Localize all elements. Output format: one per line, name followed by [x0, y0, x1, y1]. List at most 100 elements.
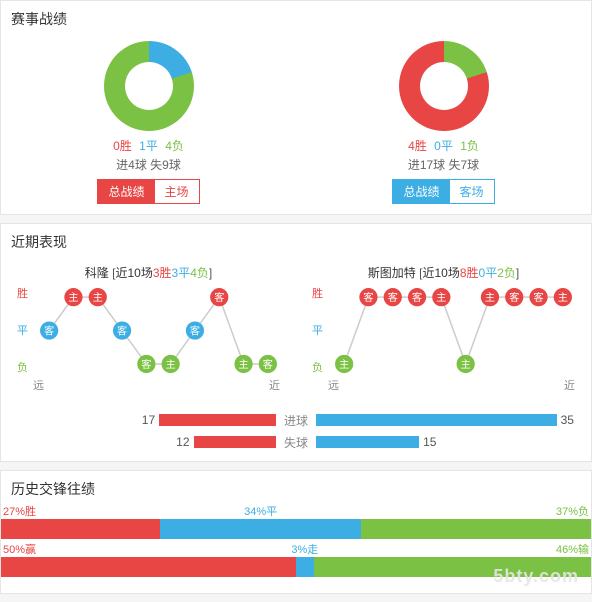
l-text: 4负: [190, 266, 209, 280]
match-results-panel: 赛事战绩 0胜 1平 4负 进4球 失9球 总战绩 主场 4胜 0平 1负 进1…: [0, 0, 592, 215]
goals-text: 进17球 失7球: [306, 156, 581, 173]
right-team-block: 4胜 0平 1负 进17球 失7球 总战绩 客场: [296, 37, 591, 214]
svg-text:主: 主: [93, 292, 103, 304]
goal-val-left: 12: [176, 435, 189, 449]
svg-text:主: 主: [238, 359, 248, 371]
recent-right: 斯图加特 [近10场8胜0平2负] 胜 平 负 主客客客主主主客客主 远 近: [296, 260, 591, 403]
goal-row: 17 进球 35: [1, 411, 591, 429]
goal-row: 12 失球 15: [1, 433, 591, 451]
draws-text: 1平: [139, 139, 158, 153]
tab-row-left: 总战绩 主场: [97, 179, 199, 204]
svg-text:客: 客: [141, 358, 151, 371]
donut-chart-left: [104, 41, 194, 131]
svg-text:客: 客: [509, 291, 519, 304]
d-text: 3平: [172, 266, 191, 280]
team-name: 斯图加特: [368, 266, 416, 280]
form-chart-left: 胜 平 负 客主主客客主客客主客: [17, 285, 280, 375]
h2h-bar-row: [1, 557, 591, 577]
goal-bar-right: [316, 436, 419, 448]
goal-label: 进球: [276, 412, 316, 429]
recent-summary: 科隆 [近10场3胜3平4负]: [11, 264, 286, 281]
tab-home[interactable]: 主场: [155, 180, 199, 203]
wins-text: 4胜: [408, 139, 427, 153]
x-axis-labels: 远 近: [33, 377, 280, 393]
h2h-segment: [160, 519, 361, 539]
h2h-segment: [1, 557, 296, 577]
h2h-label-mid: 3%走: [291, 541, 318, 557]
svg-text:主: 主: [558, 292, 568, 304]
svg-text:主: 主: [339, 359, 349, 371]
svg-text:主: 主: [485, 292, 495, 304]
wdl-line: 0胜 1平 4负: [11, 137, 286, 154]
h2h-bars: 27%胜 34%平 37%负 50%赢 3%走 46%输: [1, 503, 591, 593]
svg-text:客: 客: [363, 291, 373, 304]
goal-val-left: 17: [142, 413, 155, 427]
h2h-label-right: 37%负: [556, 503, 589, 519]
h2h-bar-row: [1, 519, 591, 539]
panel-title: 近期表现: [1, 224, 591, 260]
summary-prefix: 近10场: [422, 266, 459, 280]
panel-title: 历史交锋往绩: [1, 471, 591, 507]
goals-text: 进4球 失9球: [11, 156, 286, 173]
h2h-segment: [296, 557, 314, 577]
form-chart-right: 胜 平 负 主客客客主主主客客主: [312, 285, 575, 375]
goal-val-right: 35: [561, 413, 574, 427]
h2h-segment: [314, 557, 591, 577]
y-label-draw: 平: [312, 322, 323, 338]
team-name: 科隆: [85, 266, 109, 280]
x-axis-labels: 远 近: [328, 377, 575, 393]
x-label-far: 远: [33, 377, 44, 393]
svg-text:主: 主: [166, 359, 176, 371]
goal-bar-left: [159, 414, 276, 426]
wdl-line: 4胜 0平 1负: [306, 137, 581, 154]
goal-bars: 17 进球 35 12 失球 15: [1, 411, 591, 451]
svg-text:主: 主: [461, 359, 471, 371]
y-label-loss: 负: [312, 359, 323, 375]
svg-text:客: 客: [214, 291, 224, 304]
goal-label: 失球: [276, 434, 316, 451]
goal-bar-left: [194, 436, 277, 448]
svg-text:客: 客: [388, 291, 398, 304]
recent-summary: 斯图加特 [近10场8胜0平2负]: [306, 264, 581, 281]
y-label-win: 胜: [17, 285, 28, 301]
wins-text: 0胜: [113, 139, 132, 153]
summary-prefix: 近10场: [115, 266, 152, 280]
y-label-draw: 平: [17, 322, 28, 338]
svg-text:客: 客: [533, 291, 543, 304]
h2h-panel: 历史交锋往绩 27%胜 34%平 37%负 50%赢 3%走 46%输 5bty…: [0, 470, 592, 594]
losses-text: 1负: [460, 139, 479, 153]
x-label-near: 近: [564, 377, 575, 393]
svg-text:客: 客: [263, 358, 273, 371]
h2h-label-mid: 34%平: [244, 503, 277, 519]
donut-chart-right: [399, 41, 489, 131]
y-axis-labels: 胜 平 负: [17, 285, 28, 375]
x-label-near: 近: [269, 377, 280, 393]
svg-text:客: 客: [117, 325, 127, 338]
tab-total[interactable]: 总战绩: [393, 180, 449, 203]
recent-form-panel: 近期表现 科隆 [近10场3胜3平4负] 胜 平 负 客主主客客主客客主客 远 …: [0, 223, 592, 462]
h2h-label-row: 50%赢 3%走 46%输: [1, 541, 591, 555]
recent-left: 科隆 [近10场3胜3平4负] 胜 平 负 客主主客客主客客主客 远 近: [1, 260, 296, 403]
panel-title: 赛事战绩: [1, 1, 591, 37]
left-team-block: 0胜 1平 4负 进4球 失9球 总战绩 主场: [1, 37, 296, 214]
draws-text: 0平: [434, 139, 453, 153]
goal-val-right: 15: [423, 435, 436, 449]
h2h-segment: [1, 519, 160, 539]
svg-text:客: 客: [44, 325, 54, 338]
h2h-label-left: 27%胜: [3, 503, 36, 519]
svg-text:主: 主: [436, 292, 446, 304]
svg-text:客: 客: [412, 291, 422, 304]
h2h-label-row: 27%胜 34%平 37%负: [1, 503, 591, 517]
svg-text:主: 主: [68, 292, 78, 304]
svg-text:客: 客: [190, 325, 200, 338]
losses-text: 4负: [165, 139, 184, 153]
y-axis-labels: 胜 平 负: [312, 285, 323, 375]
goal-bar-right: [316, 414, 557, 426]
y-label-win: 胜: [312, 285, 323, 301]
d-text: 0平: [479, 266, 498, 280]
tab-away[interactable]: 客场: [450, 180, 494, 203]
h2h-segment: [361, 519, 591, 539]
tab-total[interactable]: 总战绩: [98, 180, 154, 203]
h2h-label-left: 50%赢: [3, 541, 36, 557]
l-text: 2负: [497, 266, 516, 280]
